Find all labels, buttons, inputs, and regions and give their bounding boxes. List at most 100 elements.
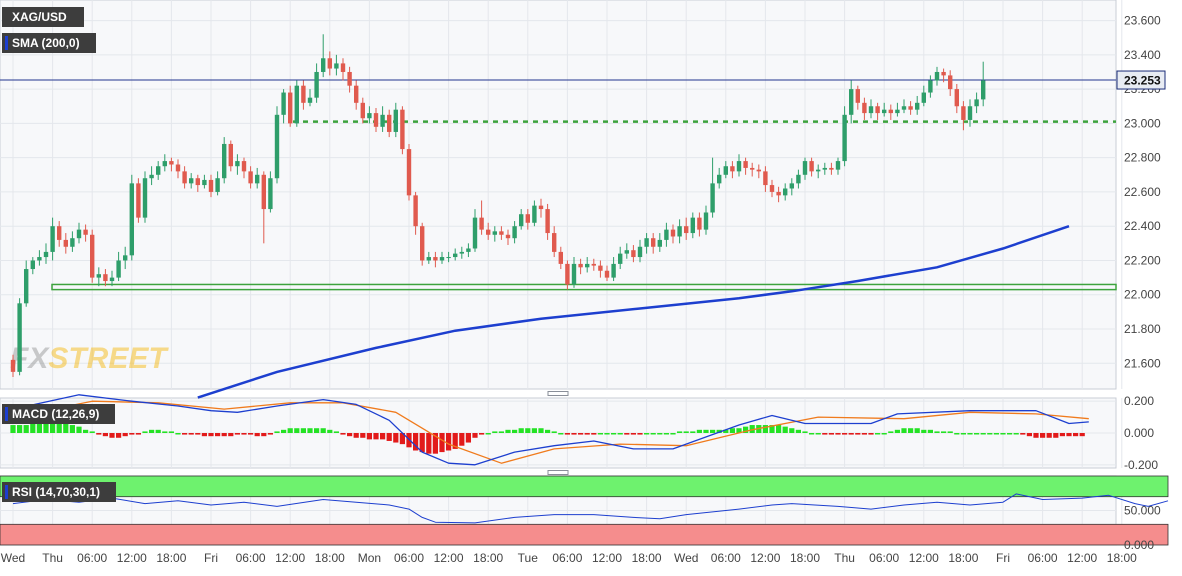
macd-histogram-bar <box>228 433 234 437</box>
macd-histogram-bar <box>881 433 887 435</box>
macd-legend[interactable]: MACD (12,26,9) <box>2 404 115 424</box>
macd-histogram-bar <box>479 433 485 435</box>
macd-histogram-bar <box>789 428 795 433</box>
candle <box>789 178 794 196</box>
candle <box>611 257 616 282</box>
macd-histogram-bar <box>578 433 584 435</box>
candle <box>552 226 557 258</box>
macd-histogram-bar <box>201 433 207 437</box>
watermark-fx: FX <box>10 342 50 375</box>
x-tick-label: Fri <box>996 551 1010 565</box>
panel-resize-handle[interactable] <box>547 470 569 475</box>
candle <box>142 171 148 223</box>
y-tick-label: 0.000 <box>1124 538 1154 552</box>
candle <box>816 164 821 179</box>
candle <box>637 239 643 263</box>
macd-histogram-bar <box>307 428 313 433</box>
candle <box>545 203 550 240</box>
macd-line <box>12 394 1089 466</box>
macd-histogram-bar <box>650 433 656 435</box>
candle <box>585 257 590 273</box>
candle <box>301 80 306 110</box>
candle <box>281 89 286 124</box>
candle <box>373 107 379 132</box>
macd-histogram-bar <box>696 429 702 433</box>
macd-histogram-bar <box>927 429 933 433</box>
macd-histogram-bar <box>1079 433 1085 437</box>
candle <box>472 209 478 252</box>
macd-histogram-bar <box>36 423 42 433</box>
macd-histogram-bar <box>182 433 188 435</box>
macd-histogram-bar <box>723 429 729 433</box>
macd-histogram-bar <box>947 431 953 433</box>
sma-legend[interactable]: SMA (200,0) <box>2 33 96 53</box>
macd-histogram-bar <box>215 433 221 437</box>
rsi-legend[interactable]: RSI (14,70,30,1) <box>2 482 116 502</box>
macd-histogram-bar <box>221 433 227 437</box>
macd-histogram-bar <box>267 433 273 435</box>
x-tick-label: 12:00 <box>434 551 464 565</box>
x-tick-label: 18:00 <box>948 551 978 565</box>
macd-histogram-bar <box>710 429 716 433</box>
macd-histogram-bar <box>617 433 623 435</box>
macd-histogram-bar <box>135 433 141 435</box>
macd-histogram-bar <box>452 433 458 449</box>
candle <box>433 251 438 268</box>
macd-histogram-bar <box>76 426 82 433</box>
candle <box>228 140 233 172</box>
x-tick-label: Mon <box>358 551 381 565</box>
candle <box>908 101 913 115</box>
candle <box>538 198 544 218</box>
macd-histogram-bar <box>109 433 115 438</box>
candle <box>446 251 451 263</box>
candle <box>532 200 537 227</box>
candle <box>703 205 709 235</box>
macd-histogram-bar <box>333 431 339 433</box>
y-tick-label: 22.600 <box>1124 185 1161 199</box>
candle <box>677 219 682 244</box>
x-tick-label: 06:00 <box>869 551 899 565</box>
macd-histogram-bar <box>1020 433 1026 435</box>
candle <box>783 183 788 201</box>
macd-histogram-bar <box>974 433 980 435</box>
candle <box>321 34 326 78</box>
panel-resize-handle[interactable] <box>547 391 569 396</box>
candle <box>690 212 695 239</box>
candle <box>717 167 722 189</box>
candle <box>901 99 907 114</box>
candle <box>558 246 563 270</box>
candle <box>855 85 860 110</box>
macd-histogram-bar <box>875 433 881 435</box>
macd-histogram-bar <box>743 426 749 433</box>
macd-histogram-bar <box>531 428 537 433</box>
candle <box>948 70 953 96</box>
macd-histogram-bar <box>908 428 914 433</box>
macd-histogram-bar <box>281 429 287 433</box>
macd-histogram-bar <box>446 433 452 451</box>
symbol-label: XAG/USD <box>12 10 67 24</box>
candle <box>189 173 194 189</box>
macd-histogram-bar <box>828 433 834 435</box>
candle <box>756 164 761 179</box>
candle <box>829 162 834 175</box>
candle <box>37 250 42 266</box>
macd-histogram-bar <box>980 433 986 435</box>
macd-signal-line <box>12 400 1089 464</box>
candle <box>90 229 95 283</box>
x-tick-label: Wed <box>1 551 25 565</box>
macd-histogram-bar <box>822 433 828 435</box>
macd-histogram-bar <box>69 425 75 433</box>
candle <box>129 174 134 261</box>
macd-histogram-bar <box>571 433 577 435</box>
symbol-legend[interactable]: XAG/USD <box>2 7 84 27</box>
candle <box>354 80 359 110</box>
macd-histogram-bar <box>63 423 69 433</box>
macd-histogram-bar <box>604 433 610 435</box>
candle <box>222 137 227 184</box>
macd-histogram-bar <box>1007 433 1013 435</box>
candle <box>934 66 940 86</box>
macd-histogram-bar <box>1026 433 1032 437</box>
macd-histogram-bar <box>703 429 709 433</box>
macd-histogram-bar <box>630 433 636 435</box>
macd-histogram-bar <box>967 433 973 435</box>
